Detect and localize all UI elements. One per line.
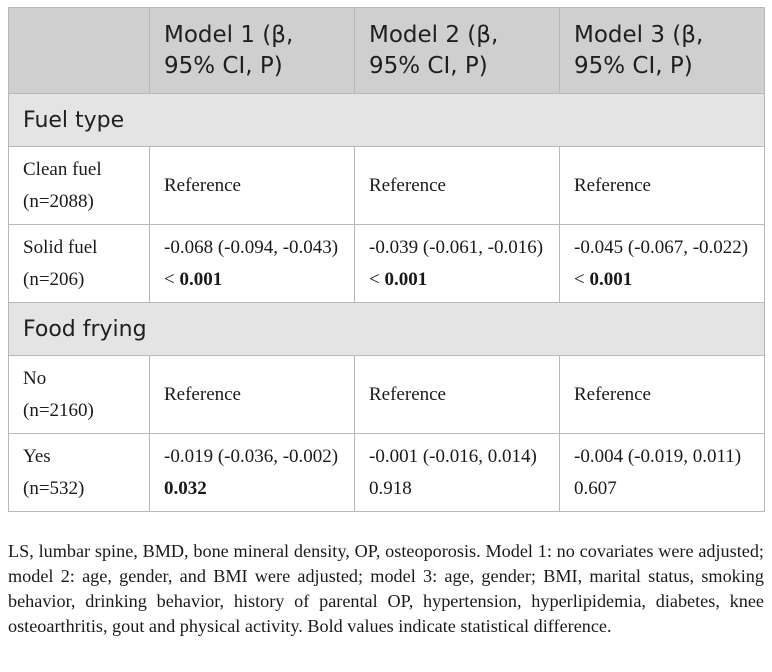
table-cell: -0.045 (-0.067, -0.022) < 0.001 — [559, 224, 765, 303]
p-value-bold: 0.032 — [164, 477, 207, 499]
p-value-bold: 0.001 — [179, 268, 223, 290]
header-cell-model3: Model 3 (β, 95% CI, P) — [559, 7, 765, 94]
row-label: No (n=2160) — [8, 355, 150, 434]
table-row-solid-fuel: Solid fuel (n=206) -0.068 (-0.094, -0.04… — [8, 224, 765, 303]
row-label-line1: Yes — [23, 445, 51, 467]
p-value-bold: 0.001 — [384, 268, 428, 290]
table-row-yes: Yes (n=532) -0.019 (-0.036, -0.002) 0.03… — [8, 433, 765, 512]
section-title: Fuel type — [8, 93, 765, 147]
p-value-bold: 0.001 — [589, 268, 633, 290]
table-cell: -0.068 (-0.094, -0.043) < 0.001 — [149, 224, 355, 303]
table-footnote: LS, lumbar spine, BMD, bone mineral dens… — [8, 541, 764, 636]
table-cell: Reference — [149, 355, 355, 434]
table-cell: -0.001 (-0.016, 0.014) 0.918 — [354, 433, 560, 512]
table-cell: Reference — [354, 355, 560, 434]
results-table: Model 1 (β, 95% CI, P) Model 2 (β, 95% C… — [8, 7, 765, 512]
section-title: Food frying — [8, 302, 765, 356]
row-label: Yes (n=532) — [8, 433, 150, 512]
row-label-line2: (n=206) — [23, 268, 85, 290]
table-cell: Reference — [354, 146, 560, 225]
table-cell: -0.019 (-0.036, -0.002) 0.032 — [149, 433, 355, 512]
header-cell-empty — [8, 7, 150, 94]
section-row-fuel-type: Fuel type — [8, 93, 765, 147]
row-label-line2: (n=2160) — [23, 399, 94, 421]
table-row-no: No (n=2160) Reference Reference Referenc… — [8, 355, 765, 434]
header-row: Model 1 (β, 95% CI, P) Model 2 (β, 95% C… — [8, 7, 765, 94]
table-cell: -0.039 (-0.061, -0.016) < 0.001 — [354, 224, 560, 303]
header-cell-model2: Model 2 (β, 95% CI, P) — [354, 7, 560, 94]
row-label-line1: Clean fuel — [23, 158, 102, 180]
row-label: Clean fuel (n=2088) — [8, 146, 150, 225]
header-cell-model1: Model 1 (β, 95% CI, P) — [149, 7, 355, 94]
section-row-food-frying: Food frying — [8, 302, 765, 356]
row-label-line2: (n=2088) — [23, 190, 94, 212]
table-cell: Reference — [559, 355, 765, 434]
table-cell: -0.004 (-0.019, 0.011) 0.607 — [559, 433, 765, 512]
row-label-line1: Solid fuel — [23, 236, 98, 258]
table-cell: Reference — [149, 146, 355, 225]
row-label-line1: No — [23, 367, 47, 389]
row-label: Solid fuel (n=206) — [8, 224, 150, 303]
table-row-clean-fuel: Clean fuel (n=2088) Reference Reference … — [8, 146, 765, 225]
row-label-line2: (n=532) — [23, 477, 85, 499]
table-cell: Reference — [559, 146, 765, 225]
